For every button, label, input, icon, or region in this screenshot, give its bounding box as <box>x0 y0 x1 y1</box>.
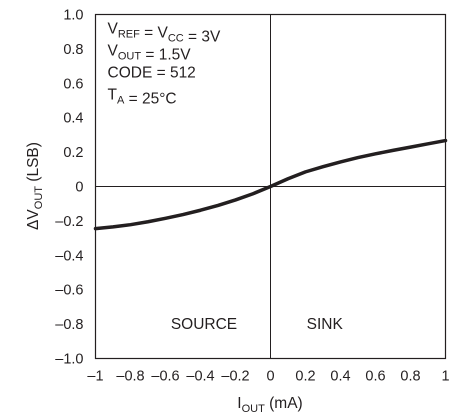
x-tick-label: 0.4 <box>330 369 350 385</box>
y-tick-label: –0.6 <box>55 283 83 299</box>
y-tick-labels: 1.0 0.8 0.6 0.4 0.2 0 –0.2 –0.4 –0.6 –0.8 –1.0 <box>55 8 83 368</box>
x-axis-label: IOUT (mA) <box>237 395 302 415</box>
x-tick-label: 0.6 <box>365 369 385 385</box>
x-tick-label: 0 <box>266 369 274 385</box>
x-tick-label: 1 <box>441 369 449 385</box>
y-tick-label: 0 <box>75 180 83 196</box>
x-tick-label: –0.2 <box>221 369 249 385</box>
region-label: SINK <box>307 316 344 333</box>
series-line <box>93 138 448 231</box>
x-tick-label: 0.8 <box>400 369 420 385</box>
y-tick-label: –0.8 <box>55 317 83 333</box>
y-tick-label: 0.4 <box>63 111 83 127</box>
y-tick-label: –0.4 <box>55 248 83 264</box>
x-tick-label: –0.8 <box>116 369 144 385</box>
x-tick-label: –0.4 <box>186 369 214 385</box>
series-curve <box>93 138 448 231</box>
y-tick-label: 0.2 <box>63 145 83 161</box>
y-tick-label: –0.2 <box>55 214 83 230</box>
condition-line: VOUT = 1.5V <box>108 43 192 64</box>
y-tick-label: 0.6 <box>63 76 83 92</box>
condition-line: TA = 25°C <box>108 87 177 108</box>
condition-line: CODE = 512 <box>108 65 196 82</box>
region-label: SOURCE <box>171 316 237 333</box>
y-axis-label: ΔVOUT (LSB) <box>25 142 45 230</box>
y-tick-label: –1.0 <box>55 352 83 368</box>
y-tick-label: 0.8 <box>63 42 83 58</box>
region-labels: SOURCE SINK <box>171 316 344 333</box>
x-tick-labels: –1 –0.8 –0.6 –0.4 –0.2 0 0.2 0.4 0.6 0.8 1 <box>87 369 449 385</box>
condition-line: VREF = VCC = 3V <box>108 21 222 46</box>
y-tick-label: 1.0 <box>63 8 83 24</box>
x-tick-label: –0.6 <box>151 369 179 385</box>
x-tick-label: –1 <box>87 369 103 385</box>
x-tick-label: 0.2 <box>295 369 315 385</box>
